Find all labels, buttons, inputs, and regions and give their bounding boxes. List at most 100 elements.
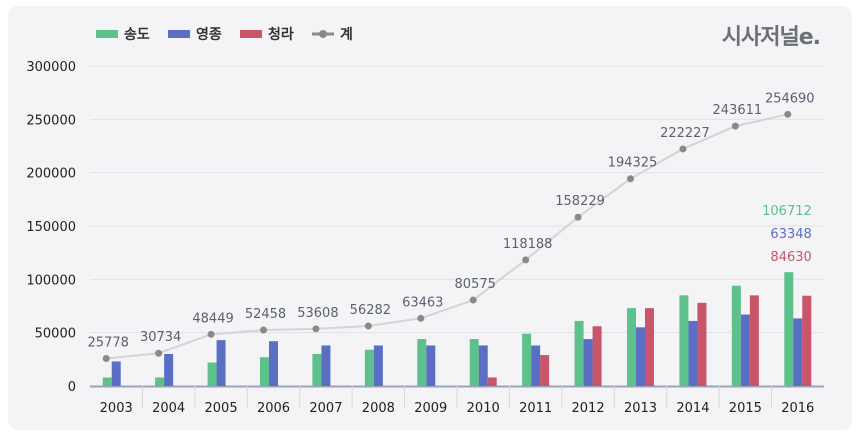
bar-청라 bbox=[592, 326, 602, 386]
bar-송도 bbox=[102, 377, 112, 386]
x-tick-label: 2016 bbox=[781, 401, 814, 416]
total-point bbox=[784, 110, 792, 118]
bar-송도 bbox=[155, 377, 165, 386]
x-tick-label: 2006 bbox=[257, 401, 290, 416]
total-label: 48449 bbox=[192, 311, 233, 326]
legend: 송도 영종 청라 계 bbox=[96, 26, 353, 43]
total-point bbox=[155, 349, 163, 357]
y-tick-label: 150000 bbox=[26, 220, 76, 235]
bar-영종 bbox=[373, 345, 383, 386]
bar-송도 bbox=[417, 339, 427, 386]
bar-송도 bbox=[784, 272, 794, 386]
bar-영종 bbox=[793, 318, 803, 386]
bar-송도 bbox=[364, 349, 374, 386]
total-point bbox=[312, 325, 320, 333]
end-label: 106712 bbox=[762, 204, 812, 219]
x-tick-label: 2014 bbox=[676, 401, 709, 416]
x-tick-label: 2007 bbox=[309, 401, 342, 416]
bar-청라 bbox=[645, 308, 654, 386]
bar-영종 bbox=[111, 361, 121, 386]
total-label: 52458 bbox=[245, 307, 286, 322]
bar-영종 bbox=[164, 354, 174, 386]
bar-청라 bbox=[540, 355, 550, 386]
total-label: 30734 bbox=[140, 330, 181, 345]
legend-label-송도: 송도 bbox=[124, 27, 150, 43]
bar-영종 bbox=[740, 314, 750, 386]
total-point bbox=[417, 314, 425, 322]
legend-swatch-영종 bbox=[168, 30, 190, 38]
y-tick-label: 300000 bbox=[26, 60, 76, 75]
bar-송도 bbox=[469, 339, 479, 386]
total-label: 222227 bbox=[660, 126, 710, 141]
total-label: 63463 bbox=[402, 295, 443, 310]
bar-영종 bbox=[321, 345, 331, 386]
total-point bbox=[364, 322, 372, 330]
x-tick-label: 2015 bbox=[729, 401, 762, 416]
x-tick-label: 2011 bbox=[519, 401, 552, 416]
x-tick-label: 2009 bbox=[414, 401, 447, 416]
brand-logo: 시사저널e. bbox=[722, 25, 820, 50]
legend-swatch-청라 bbox=[240, 30, 262, 38]
bar-송도 bbox=[679, 295, 689, 386]
bar-영종 bbox=[688, 320, 698, 386]
legend-marker bbox=[319, 30, 327, 38]
bar-영종 bbox=[478, 345, 488, 386]
y-tick-label: 100000 bbox=[26, 273, 76, 288]
x-tick-label: 2003 bbox=[100, 401, 133, 416]
bar-청라 bbox=[749, 295, 759, 386]
y-tick-label: 200000 bbox=[26, 167, 76, 182]
bar-청라 bbox=[697, 302, 707, 386]
total-label: 254690 bbox=[765, 91, 815, 106]
x-axis: 2003 2004 2005 2006 2007 2008 2009 2010 2011 2012… bbox=[90, 385, 824, 416]
bar-영종 bbox=[583, 339, 593, 386]
x-tick-label: 2004 bbox=[152, 401, 185, 416]
y-tick-label: 0 bbox=[68, 380, 76, 395]
total-label: 53608 bbox=[297, 306, 338, 321]
total-point bbox=[207, 330, 215, 338]
total-label: 158229 bbox=[555, 194, 605, 209]
bar-송도 bbox=[207, 362, 217, 386]
total-point bbox=[469, 296, 477, 304]
end-label: 84630 bbox=[770, 250, 811, 265]
bars bbox=[102, 272, 812, 386]
total-point bbox=[731, 122, 739, 130]
total-label: 243611 bbox=[713, 103, 763, 118]
bar-영종 bbox=[531, 345, 541, 386]
legend-label-영종: 영종 bbox=[196, 26, 222, 43]
bar-송도 bbox=[312, 354, 322, 386]
total-line bbox=[102, 110, 792, 363]
bar-송도 bbox=[260, 357, 269, 386]
total-label: 194325 bbox=[608, 156, 658, 171]
end-label: 63348 bbox=[770, 227, 811, 242]
total-point bbox=[574, 213, 582, 221]
total-line-path bbox=[106, 113, 789, 360]
total-label: 118188 bbox=[503, 237, 553, 252]
data-labels: 25778 30734 48449 52458 53608 56282 63463 80575… bbox=[88, 91, 815, 350]
bar-송도 bbox=[731, 285, 741, 386]
total-label: 25778 bbox=[88, 336, 129, 351]
total-point bbox=[679, 145, 687, 153]
x-tick-label: 2013 bbox=[624, 401, 657, 416]
y-axis: 0 50000 100000 150000 200000 250000 300000 bbox=[26, 60, 76, 395]
legend-label-청라: 청라 bbox=[268, 27, 294, 43]
bar-영종 bbox=[426, 345, 436, 386]
legend-label-계: 계 bbox=[340, 27, 353, 43]
y-tick-label: 250000 bbox=[26, 113, 76, 128]
x-tick-label: 2012 bbox=[572, 401, 605, 416]
bar-영종 bbox=[636, 327, 645, 386]
bar-청라 bbox=[487, 377, 497, 386]
bar-청라 bbox=[802, 295, 812, 386]
total-point bbox=[522, 256, 530, 264]
total-point bbox=[102, 355, 110, 363]
x-tick-label: 2010 bbox=[467, 401, 500, 416]
total-point bbox=[627, 175, 634, 183]
bar-송도 bbox=[522, 333, 532, 386]
total-label: 56282 bbox=[350, 303, 391, 318]
total-label: 80575 bbox=[455, 277, 496, 292]
x-tick-label: 2008 bbox=[362, 401, 395, 416]
bar-송도 bbox=[574, 320, 584, 386]
bar-영종 bbox=[216, 340, 226, 386]
legend-swatch-송도 bbox=[96, 30, 118, 38]
bar-송도 bbox=[627, 308, 636, 386]
